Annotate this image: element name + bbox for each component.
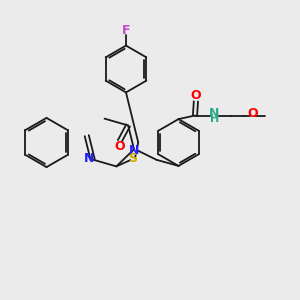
Text: F: F [122, 24, 130, 37]
Text: S: S [128, 152, 137, 165]
Text: O: O [190, 89, 201, 103]
Text: N: N [84, 152, 94, 166]
Text: H: H [210, 114, 219, 124]
Text: O: O [247, 107, 258, 120]
Text: O: O [114, 140, 125, 153]
Text: N: N [209, 106, 220, 120]
Text: N: N [129, 144, 139, 157]
